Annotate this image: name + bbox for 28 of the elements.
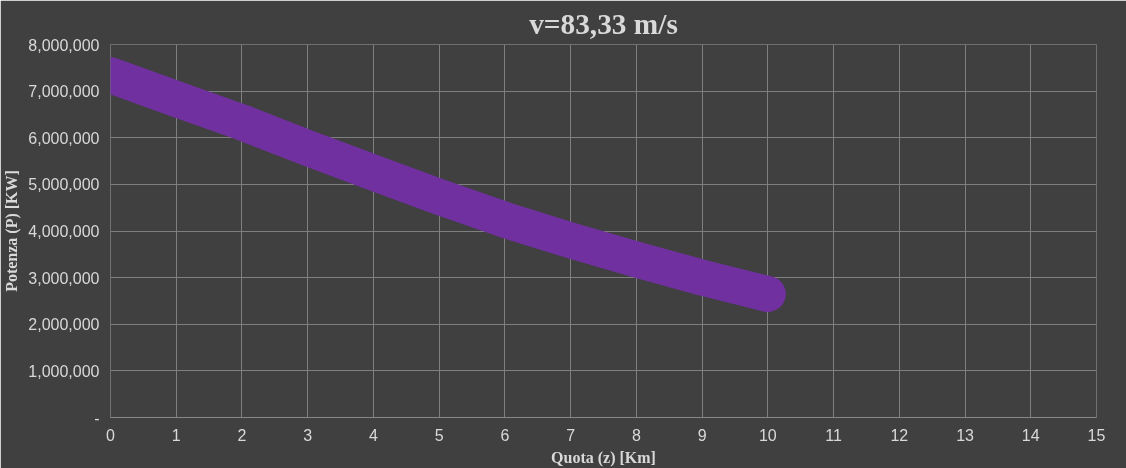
x-tick-label: 3 — [303, 426, 313, 444]
x-tick-label: 4 — [368, 426, 378, 444]
x-tick-label: 11 — [825, 426, 842, 444]
y-tick-label: - — [94, 409, 100, 427]
y-tick-label: 5,000,000 — [28, 176, 100, 194]
x-tick-label: 7 — [566, 426, 576, 444]
y-tick-label: 2,000,000 — [28, 316, 100, 334]
y-tick-label: 3,000,000 — [28, 269, 100, 287]
y-tick-label: 7,000,000 — [28, 83, 100, 101]
x-tick-label: 8 — [631, 426, 641, 444]
x-tick-label: 1 — [171, 426, 181, 444]
y-axis-title: Potenza (P) [KW] — [3, 170, 22, 292]
y-tick-label: 4,000,000 — [28, 223, 100, 240]
x-tick-label: 13 — [956, 426, 975, 444]
x-tick-label: 10 — [758, 426, 777, 444]
x-tick-label: 9 — [697, 426, 707, 444]
y-tick-label: 8,000,000 — [28, 36, 100, 54]
chart-title: v=83,33 m/s — [529, 7, 678, 40]
y-tick-label: 1,000,000 — [28, 362, 100, 380]
y-tick-label: 6,000,000 — [28, 129, 100, 147]
x-tick-label: 6 — [500, 426, 510, 444]
x-tick-label: 15 — [1087, 426, 1106, 444]
x-tick-label: 12 — [890, 426, 909, 444]
x-tick-label: 14 — [1021, 426, 1040, 444]
x-tick-label: 5 — [434, 426, 444, 444]
x-axis-title: Quota (z) [Km] — [551, 448, 656, 467]
x-tick-label: 2 — [237, 426, 247, 444]
x-tick-label: 0 — [106, 426, 116, 444]
